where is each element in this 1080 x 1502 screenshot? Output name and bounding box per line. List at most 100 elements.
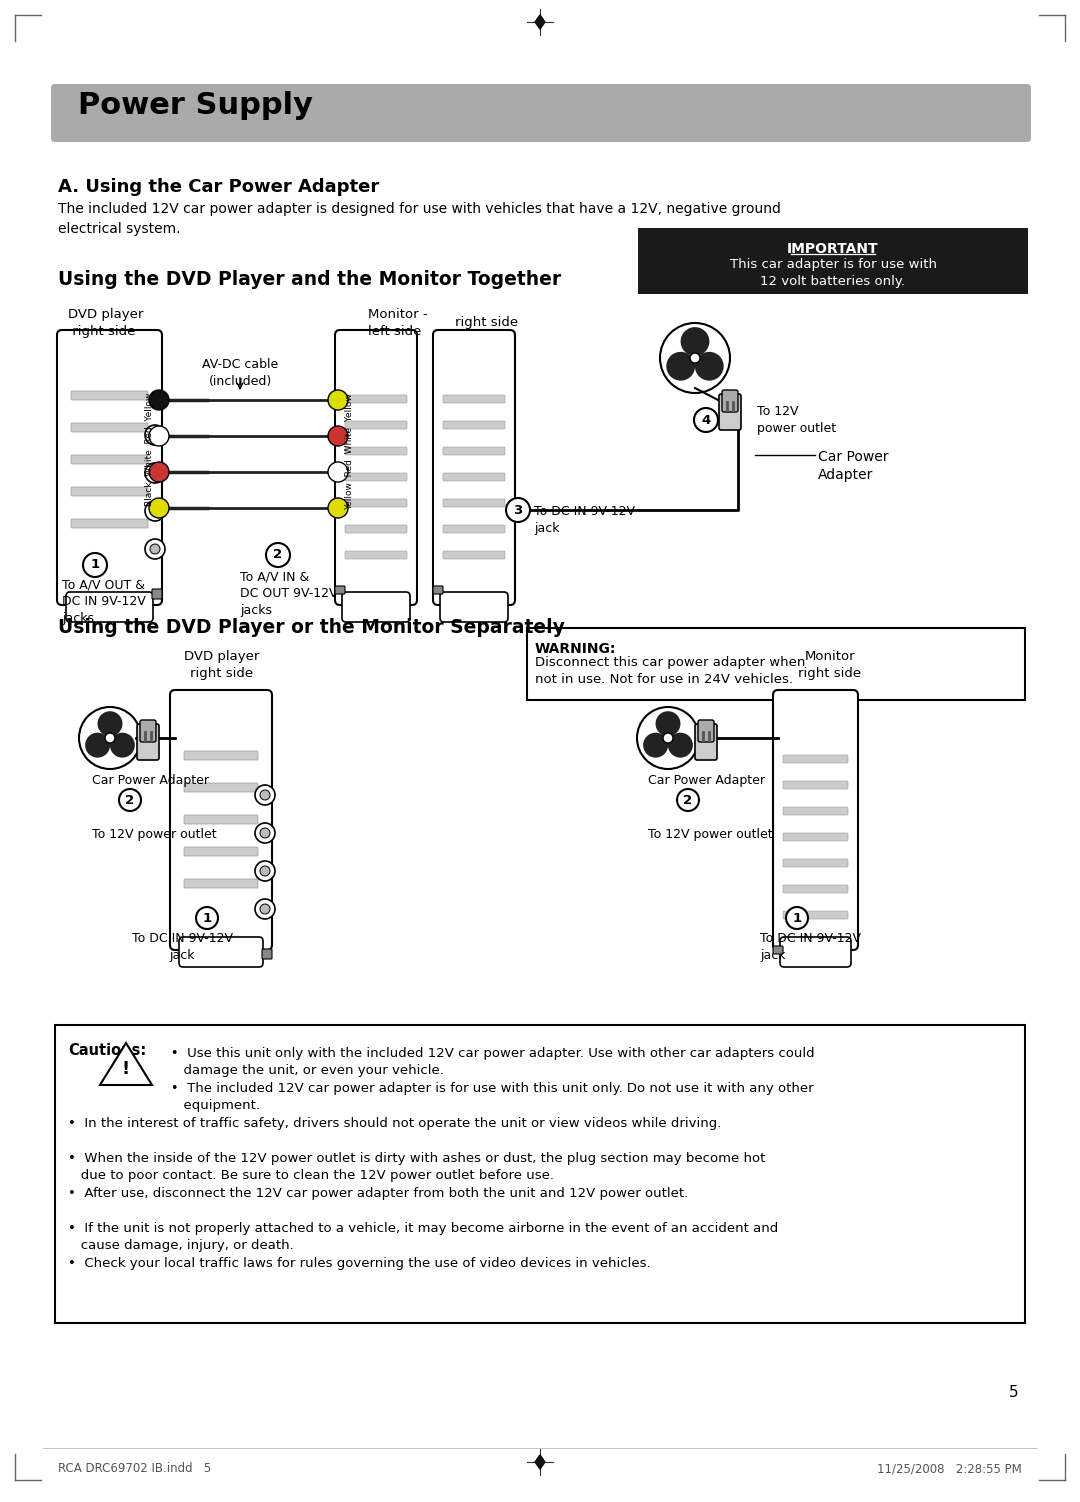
Circle shape	[260, 828, 270, 838]
FancyBboxPatch shape	[345, 499, 407, 508]
Text: To 12V power outlet: To 12V power outlet	[92, 828, 217, 841]
Circle shape	[328, 427, 348, 446]
Text: A. Using the Car Power Adapter: A. Using the Car Power Adapter	[58, 179, 379, 195]
Text: 3: 3	[513, 503, 523, 517]
Text: right side: right side	[455, 315, 518, 329]
Text: 5: 5	[1009, 1385, 1018, 1400]
Text: !: !	[122, 1060, 130, 1078]
Circle shape	[145, 463, 165, 484]
Circle shape	[507, 499, 530, 523]
Polygon shape	[535, 1455, 545, 1469]
FancyBboxPatch shape	[345, 421, 407, 430]
Circle shape	[145, 539, 165, 559]
FancyBboxPatch shape	[723, 391, 738, 412]
Text: •  If the unit is not properly attached to a vehicle, it may become airborne in : • If the unit is not properly attached t…	[68, 1223, 779, 1253]
FancyBboxPatch shape	[440, 592, 508, 622]
Circle shape	[328, 391, 348, 410]
Text: To A/V OUT &
DC IN 9V-12V
jacks: To A/V OUT & DC IN 9V-12V jacks	[62, 578, 146, 625]
FancyBboxPatch shape	[71, 520, 148, 529]
FancyBboxPatch shape	[443, 526, 505, 533]
Circle shape	[83, 553, 107, 577]
FancyBboxPatch shape	[71, 455, 148, 464]
Text: 11/25/2008   2:28:55 PM: 11/25/2008 2:28:55 PM	[877, 1461, 1022, 1475]
Circle shape	[786, 907, 808, 930]
Text: Monitor
right side: Monitor right side	[798, 650, 862, 680]
FancyBboxPatch shape	[140, 719, 156, 742]
Text: 2: 2	[684, 793, 692, 807]
FancyBboxPatch shape	[51, 84, 1031, 143]
FancyBboxPatch shape	[342, 592, 410, 622]
Circle shape	[149, 463, 168, 482]
FancyBboxPatch shape	[783, 756, 848, 763]
FancyBboxPatch shape	[783, 912, 848, 919]
Circle shape	[255, 900, 275, 919]
Text: This car adapter is for use with
12 volt batteries only.: This car adapter is for use with 12 volt…	[729, 258, 936, 288]
FancyBboxPatch shape	[345, 526, 407, 533]
FancyBboxPatch shape	[170, 689, 272, 949]
FancyBboxPatch shape	[696, 724, 717, 760]
Polygon shape	[100, 1042, 152, 1084]
FancyBboxPatch shape	[184, 879, 258, 888]
Text: To DC IN 9V-12V
jack: To DC IN 9V-12V jack	[534, 505, 635, 535]
Text: Yellow  Red  White  Yellow: Yellow Red White Yellow	[346, 394, 354, 509]
Text: The included 12V car power adapter is designed for use with vehicles that have a: The included 12V car power adapter is de…	[58, 201, 781, 236]
Text: Car Power
Adapter: Car Power Adapter	[818, 451, 889, 482]
Circle shape	[145, 425, 165, 445]
Circle shape	[690, 353, 700, 363]
FancyBboxPatch shape	[783, 781, 848, 789]
Text: 1: 1	[91, 559, 99, 571]
FancyBboxPatch shape	[345, 395, 407, 403]
Text: DVD player
right side: DVD player right side	[185, 650, 259, 680]
Circle shape	[694, 409, 718, 433]
Circle shape	[119, 789, 141, 811]
Circle shape	[79, 707, 141, 769]
Circle shape	[260, 790, 270, 801]
FancyBboxPatch shape	[433, 330, 515, 605]
Circle shape	[667, 733, 693, 757]
Circle shape	[660, 323, 730, 394]
Circle shape	[110, 733, 135, 757]
FancyBboxPatch shape	[71, 424, 148, 433]
Text: To 12V
power outlet: To 12V power outlet	[757, 406, 836, 436]
Text: To DC IN 9V-12V
jack: To DC IN 9V-12V jack	[132, 933, 232, 961]
Text: To A/V IN &
DC OUT 9V-12V
jacks: To A/V IN & DC OUT 9V-12V jacks	[240, 569, 337, 617]
FancyBboxPatch shape	[71, 487, 148, 496]
Text: To DC IN 9V-12V
jack: To DC IN 9V-12V jack	[760, 933, 861, 961]
Circle shape	[150, 506, 160, 517]
Circle shape	[149, 427, 168, 446]
Circle shape	[694, 351, 724, 380]
Circle shape	[266, 544, 291, 566]
Text: Cautions:: Cautions:	[68, 1042, 146, 1057]
FancyBboxPatch shape	[783, 807, 848, 816]
FancyBboxPatch shape	[184, 783, 258, 792]
FancyBboxPatch shape	[184, 751, 258, 760]
Text: 2: 2	[125, 793, 135, 807]
Text: •  The included 12V car power adapter is for use with this unit only. Do not use: • The included 12V car power adapter is …	[158, 1081, 813, 1111]
Circle shape	[255, 861, 275, 882]
Text: Black  White  Red  Yellow: Black White Red Yellow	[146, 394, 154, 506]
Text: WARNING:: WARNING:	[535, 641, 617, 656]
FancyBboxPatch shape	[780, 937, 851, 967]
Text: 2: 2	[273, 548, 283, 562]
Text: 4: 4	[701, 413, 711, 427]
FancyBboxPatch shape	[262, 949, 272, 958]
FancyBboxPatch shape	[783, 834, 848, 841]
Circle shape	[145, 502, 165, 521]
Circle shape	[149, 391, 168, 410]
Text: •  When the inside of the 12V power outlet is dirty with ashes or dust, the plug: • When the inside of the 12V power outle…	[68, 1152, 766, 1182]
Text: Car Power Adapter: Car Power Adapter	[648, 774, 765, 787]
Polygon shape	[535, 15, 545, 29]
Circle shape	[260, 904, 270, 915]
Circle shape	[260, 867, 270, 876]
Text: RCA DRC69702 IB.indd   5: RCA DRC69702 IB.indd 5	[58, 1461, 212, 1475]
Text: Using the DVD Player or the Monitor Separately: Using the DVD Player or the Monitor Sepa…	[58, 617, 565, 637]
FancyBboxPatch shape	[638, 228, 1028, 294]
Circle shape	[150, 544, 160, 554]
FancyBboxPatch shape	[179, 937, 264, 967]
Text: To 12V power outlet: To 12V power outlet	[648, 828, 772, 841]
Circle shape	[150, 430, 160, 440]
Text: Power Supply: Power Supply	[78, 92, 313, 120]
FancyBboxPatch shape	[719, 394, 741, 430]
Text: •  Check your local traffic laws for rules governing the use of video devices in: • Check your local traffic laws for rule…	[68, 1257, 650, 1271]
Text: Disconnect this car power adapter when
not in use. Not for use in 24V vehicles.: Disconnect this car power adapter when n…	[535, 656, 806, 686]
